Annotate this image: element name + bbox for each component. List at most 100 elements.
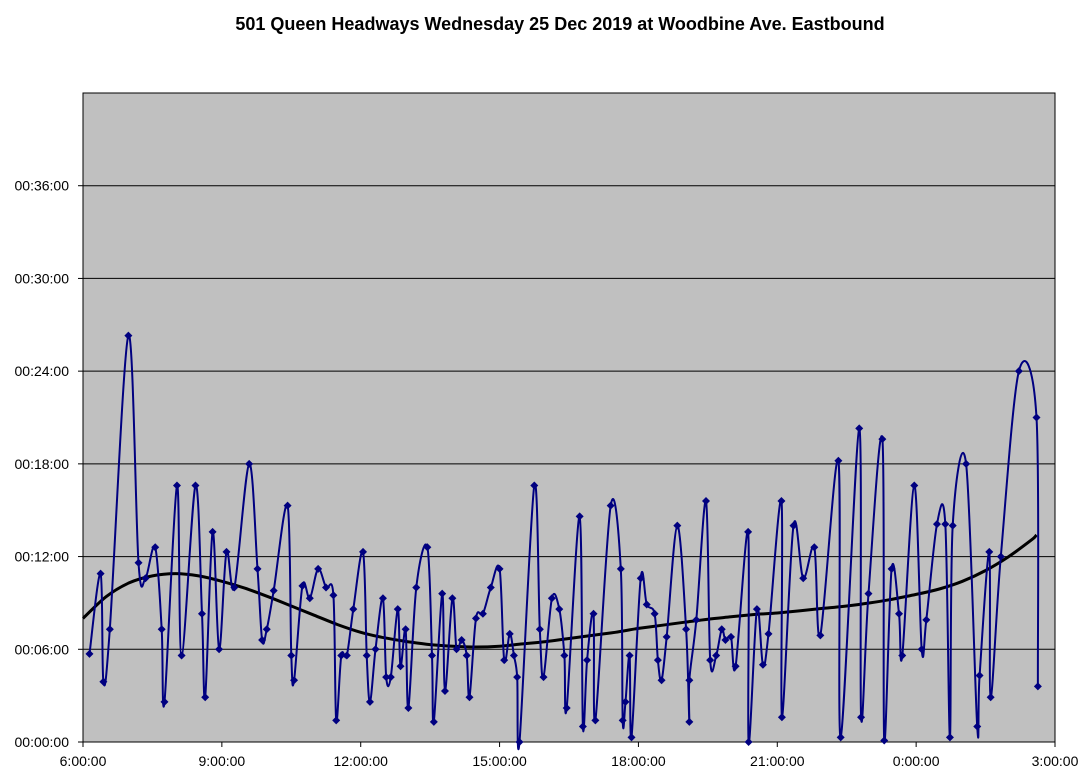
data-point-marker — [505, 629, 514, 638]
data-point-marker — [105, 625, 114, 634]
data-point-marker — [727, 632, 735, 641]
data-point-marker — [855, 424, 864, 433]
data-point-marker — [962, 459, 971, 468]
data-point-marker — [986, 693, 995, 702]
data-point-marker — [396, 662, 405, 671]
data-point-marker — [682, 625, 691, 634]
data-point-marker — [816, 631, 825, 640]
data-point-marker — [535, 625, 544, 634]
data-point-marker — [1033, 682, 1042, 691]
data-point-marker — [731, 662, 740, 671]
data-point-marker — [342, 651, 351, 660]
x-tick-label: 6:00:00 — [60, 753, 107, 769]
data-point-marker — [197, 609, 206, 618]
y-tick-label: 00:00:00 — [15, 734, 70, 750]
data-point-marker — [287, 651, 296, 660]
data-point-marker — [1032, 413, 1041, 422]
data-point-marker — [578, 722, 587, 731]
data-point-marker — [386, 673, 395, 682]
data-point-marker — [789, 521, 798, 530]
data-point-marker — [412, 583, 421, 592]
data-point-marker — [208, 527, 217, 536]
markers-layer — [85, 331, 1042, 746]
data-point-marker — [513, 673, 522, 682]
data-point-marker — [305, 594, 314, 603]
data-point-marker — [465, 693, 474, 702]
data-point-marker — [99, 677, 108, 686]
data-point-marker — [462, 651, 471, 660]
data-point-marker — [973, 722, 982, 731]
data-point-marker — [452, 645, 461, 654]
data-point-marker — [621, 697, 630, 706]
data-point-marker — [478, 609, 487, 618]
data-point-marker — [245, 459, 254, 468]
data-point-marker — [922, 615, 931, 624]
data-point-marker — [262, 625, 271, 634]
data-point-marker — [157, 625, 166, 634]
data-point-marker — [160, 697, 169, 706]
data-point-marker — [124, 331, 133, 340]
x-tick-label: 12:00:00 — [333, 753, 388, 769]
data-point-marker — [222, 547, 231, 556]
data-point-marker — [810, 543, 819, 552]
data-point-marker — [636, 574, 645, 583]
data-point-marker — [880, 736, 889, 745]
chart-title: 501 Queen Headways Wednesday 25 Dec 2019… — [235, 14, 885, 34]
data-point-marker — [910, 481, 919, 490]
data-point-marker — [606, 501, 615, 510]
data-point-marker — [717, 625, 726, 634]
data-point-marker — [332, 716, 341, 725]
data-point-marker — [448, 594, 457, 603]
data-point-marker — [777, 713, 786, 722]
data-point-marker — [329, 591, 338, 600]
y-tick-label: 00:12:00 — [15, 549, 70, 565]
data-point-marker — [1014, 367, 1023, 376]
data-point-marker — [744, 527, 753, 536]
data-point-marker — [500, 656, 509, 665]
x-tick-label: 0:00:00 — [893, 753, 940, 769]
data-point-marker — [515, 738, 524, 746]
data-point-marker — [653, 656, 662, 665]
plot-area — [82, 92, 1056, 743]
data-point-marker — [864, 589, 873, 598]
data-point-marker — [650, 609, 659, 618]
data-point-marker — [401, 625, 410, 634]
x-tick-label: 3:00:00 — [1032, 753, 1079, 769]
data-point-marker — [349, 605, 358, 614]
data-point-marker — [878, 435, 887, 444]
data-point-marker — [625, 651, 634, 660]
data-point-marker — [471, 614, 480, 623]
data-point-marker — [177, 651, 186, 660]
data-point-marker — [201, 693, 210, 702]
data-point-marker — [134, 558, 143, 567]
data-point-marker — [692, 615, 701, 624]
data-point-marker — [589, 609, 598, 618]
x-tick-label: 15:00:00 — [472, 753, 527, 769]
data-point-marker — [575, 512, 584, 521]
data-point-marker — [314, 564, 323, 573]
data-point-marker — [423, 543, 432, 552]
data-point-marker — [618, 716, 627, 725]
data-point-marker — [283, 501, 292, 510]
gridlines — [83, 185, 1055, 650]
data-point-marker — [941, 520, 950, 529]
data-point-marker — [298, 581, 307, 590]
data-point-marker — [834, 456, 843, 465]
data-point-marker — [269, 586, 278, 595]
data-point-marker — [85, 649, 94, 658]
data-point-marker — [917, 645, 926, 654]
data-point-marker — [371, 645, 380, 654]
data-point-marker — [141, 574, 150, 583]
data-point-marker — [752, 605, 761, 614]
data-point-marker — [539, 673, 548, 682]
data-point-marker — [191, 481, 200, 490]
x-tick-label: 18:00:00 — [611, 753, 666, 769]
data-point-marker — [583, 656, 592, 665]
data-point-marker — [365, 697, 374, 706]
data-point-marker — [673, 521, 682, 530]
data-point-marker — [362, 651, 371, 660]
data-point-marker — [975, 671, 984, 680]
data-point-marker — [486, 583, 495, 592]
data-point-marker — [777, 496, 786, 505]
